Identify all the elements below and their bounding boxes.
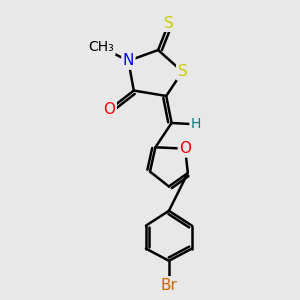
- Text: S: S: [178, 64, 187, 79]
- Text: CH₃: CH₃: [88, 40, 114, 54]
- Text: O: O: [103, 102, 116, 117]
- Text: N: N: [123, 53, 134, 68]
- Text: O: O: [179, 141, 191, 156]
- Text: S: S: [164, 16, 174, 31]
- Text: Br: Br: [160, 278, 177, 292]
- Text: H: H: [191, 117, 201, 131]
